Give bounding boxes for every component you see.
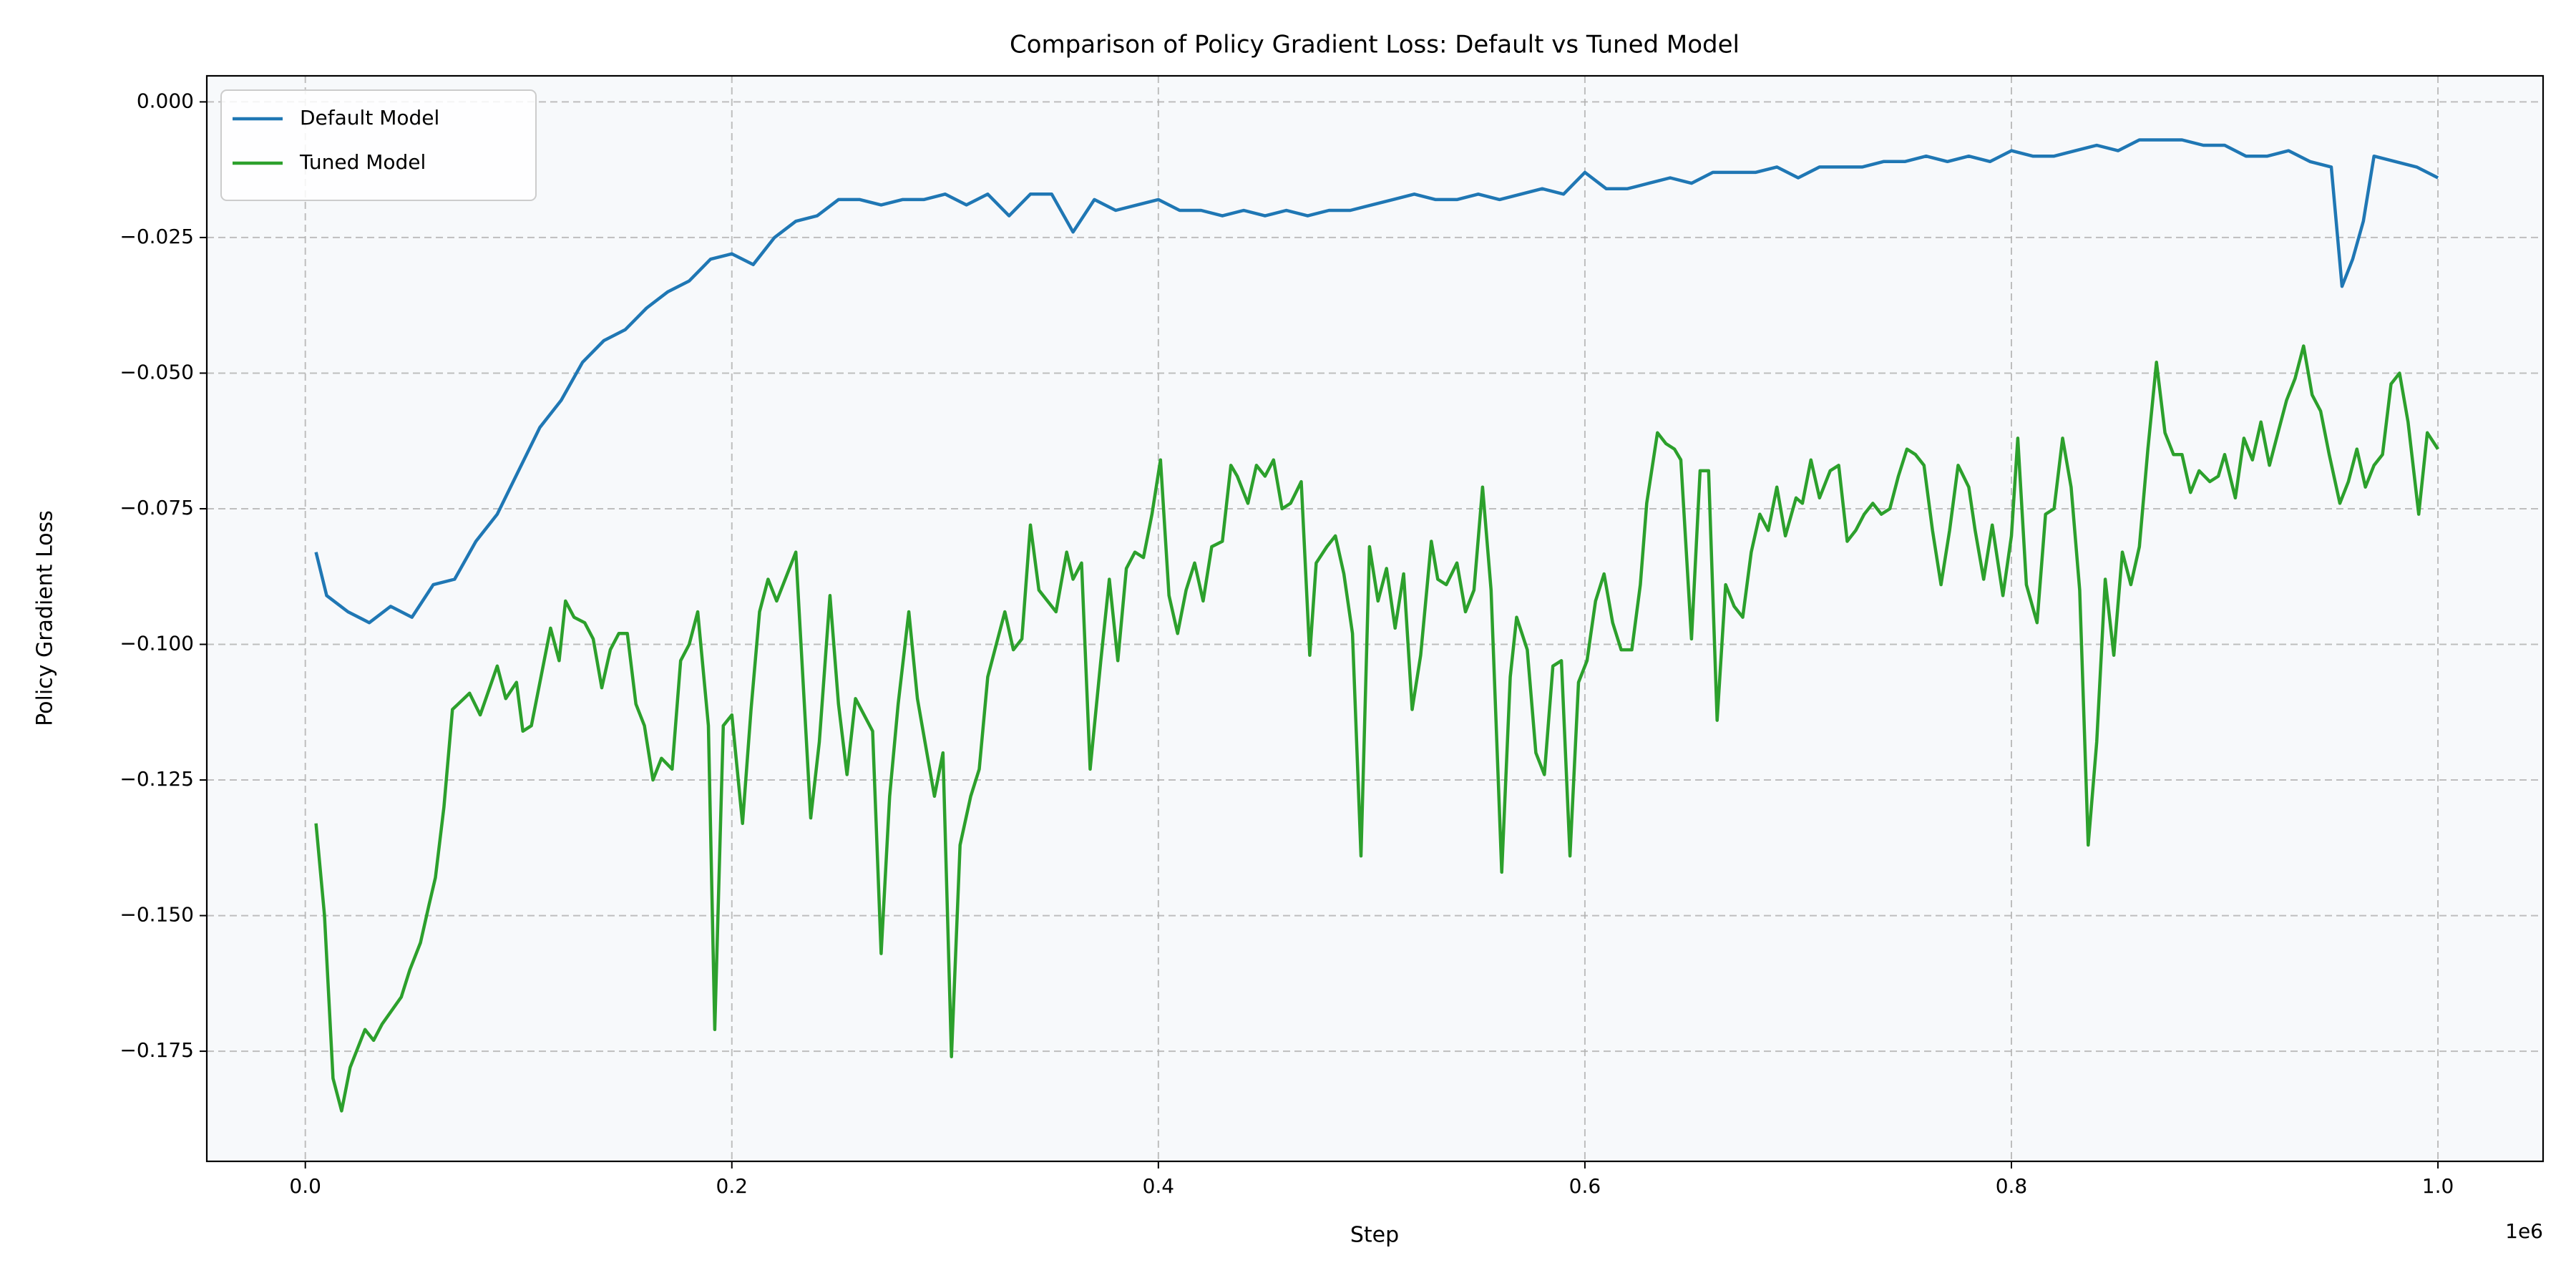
legend-box [220, 89, 537, 201]
x-axis-label: Step [1350, 1223, 1399, 1248]
y-tick-label: −0.075 [119, 496, 194, 519]
y-axis-label: Policy Gradient Loss [33, 510, 58, 726]
plot-frame [205, 74, 2545, 1163]
data-line [314, 344, 2439, 1113]
x-tick-label: 0.8 [1996, 1174, 2028, 1198]
x-tick-label: 0.0 [289, 1174, 321, 1198]
chart-title: Comparison of Policy Gradient Loss: Defa… [1010, 31, 1740, 59]
y-tick-label: −0.125 [119, 767, 194, 791]
y-tick-label: 0.000 [137, 89, 194, 112]
x-tick-label: 0.4 [1143, 1174, 1175, 1198]
legend-label: Default Model [300, 106, 439, 130]
x-tick-label: 0.2 [716, 1174, 748, 1198]
y-tick-label: −0.025 [119, 225, 194, 248]
x-tick-label: 1.0 [2422, 1174, 2454, 1198]
y-tick-label: −0.050 [119, 360, 194, 384]
plot-area [207, 76, 2543, 1161]
y-tick-label: −0.175 [119, 1038, 194, 1062]
y-tick-label: −0.150 [119, 903, 194, 927]
x-tick-label: 0.6 [1569, 1174, 1601, 1198]
y-tick-label: −0.100 [119, 632, 194, 655]
legend: Default Model Tuned Model [220, 89, 537, 201]
x-offset-label: 1e6 [2505, 1219, 2543, 1243]
data-line [314, 138, 2439, 625]
legend-label: Tuned Model [299, 150, 426, 174]
